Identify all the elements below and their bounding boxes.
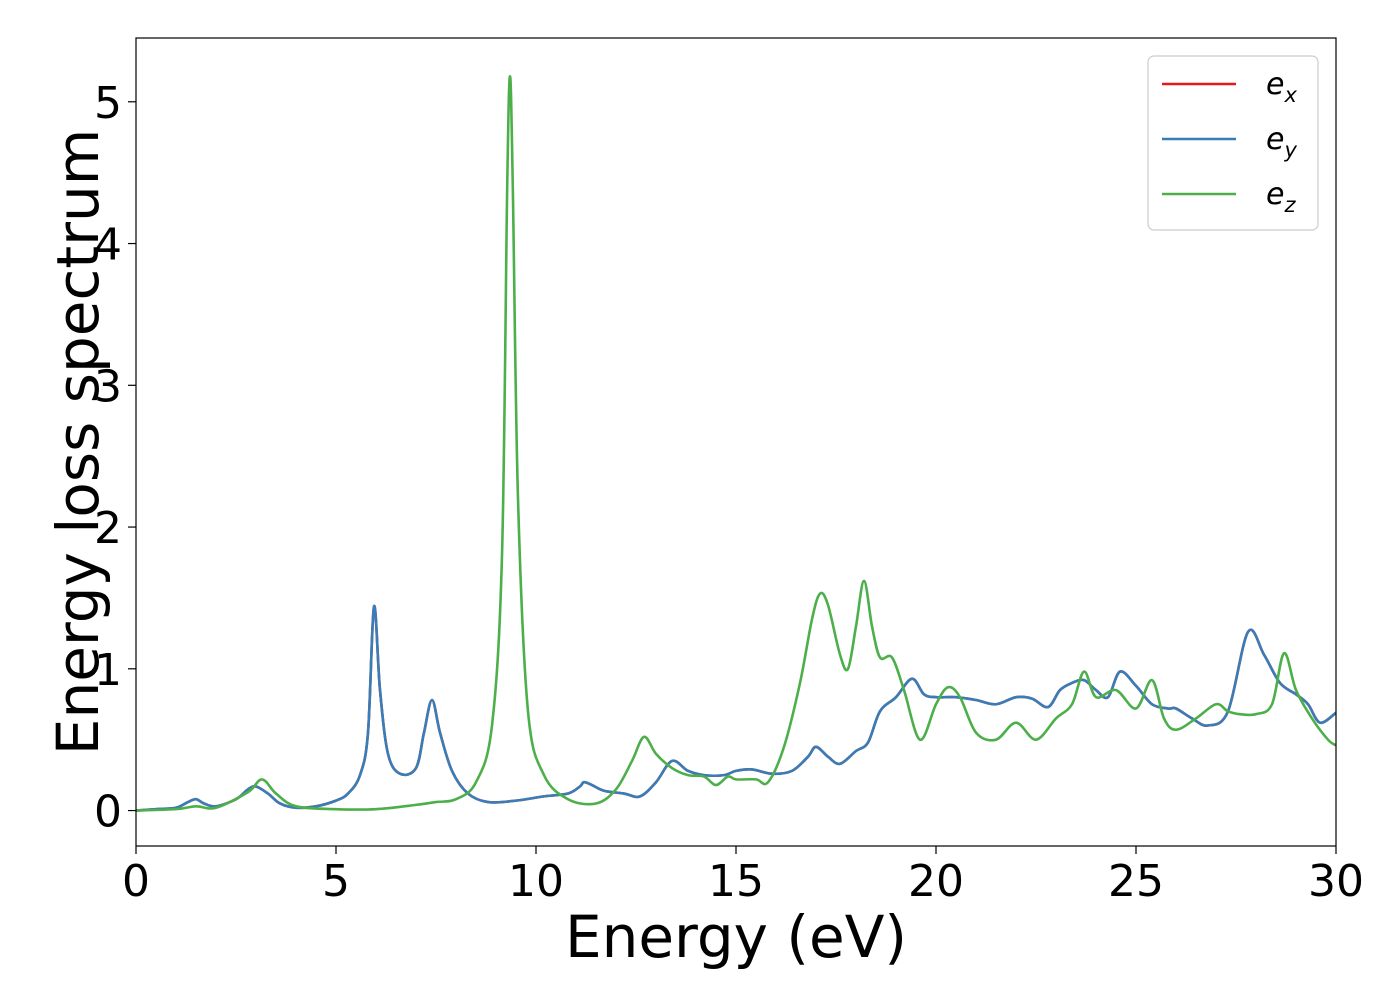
x-tick-label: 25 xyxy=(1108,856,1164,907)
x-tick-label: 5 xyxy=(322,856,350,907)
x-axis-ticks: 0 5 10 15 20 25 30 xyxy=(122,846,1364,907)
y-axis-ticks: 0 1 2 3 4 5 xyxy=(94,78,136,838)
x-tick-label: 0 xyxy=(122,856,150,907)
legend-label-x: ex xyxy=(1266,67,1297,107)
series-group xyxy=(136,74,1336,812)
series-line-z xyxy=(136,74,1336,812)
y-axis-label: Energy loss spectrum xyxy=(44,129,112,755)
legend: ex ey ez xyxy=(1147,55,1319,231)
x-tick-label: 20 xyxy=(908,856,964,907)
y-tick-label: 0 xyxy=(94,787,122,838)
legend-box xyxy=(1147,55,1319,231)
legend-label-y: ey xyxy=(1266,122,1297,162)
x-tick-label: 30 xyxy=(1308,856,1364,907)
x-tick-label: 10 xyxy=(508,856,564,907)
y-tick-label: 5 xyxy=(94,78,122,129)
y-tick-label: 1 xyxy=(94,645,122,696)
legend-label-z: ez xyxy=(1266,177,1296,217)
y-tick-label: 4 xyxy=(94,220,122,271)
x-tick-label: 15 xyxy=(708,856,764,907)
y-tick-label: 3 xyxy=(94,361,122,412)
x-axis-label: Energy (eV) xyxy=(565,903,907,971)
y-tick-label: 2 xyxy=(94,503,122,554)
series-line-y xyxy=(136,605,1336,812)
